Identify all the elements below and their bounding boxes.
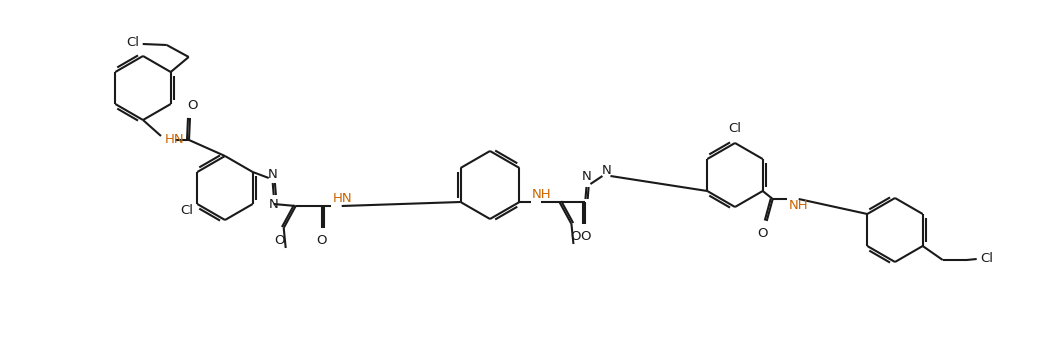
- Text: NH: NH: [531, 189, 551, 202]
- Text: Cl: Cl: [729, 122, 742, 135]
- Text: Cl: Cl: [180, 203, 194, 216]
- Text: NH: NH: [788, 198, 809, 211]
- Text: O: O: [275, 234, 285, 247]
- Text: O: O: [316, 234, 327, 247]
- Text: O: O: [187, 99, 197, 112]
- Text: O: O: [758, 227, 768, 240]
- Text: HN: HN: [333, 193, 352, 206]
- Text: N: N: [582, 171, 592, 184]
- Text: Cl: Cl: [127, 37, 139, 50]
- Text: O: O: [580, 230, 591, 243]
- Text: N: N: [601, 164, 612, 177]
- Text: Cl: Cl: [981, 253, 994, 265]
- Text: HN: HN: [165, 134, 185, 147]
- Text: O: O: [570, 230, 581, 243]
- Text: N: N: [268, 168, 278, 181]
- Text: N: N: [269, 198, 279, 211]
